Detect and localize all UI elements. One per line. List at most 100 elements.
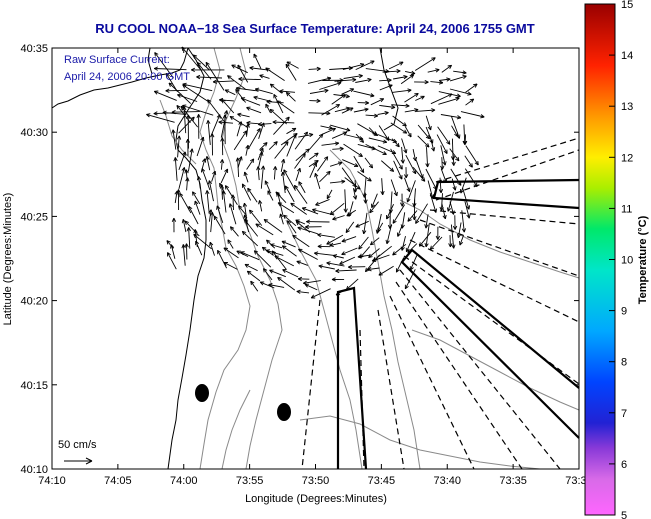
current-vector [297,227,318,235]
current-vector [213,80,234,83]
current-vector-head [246,107,250,111]
current-vector-head [326,112,331,116]
current-vector-head [385,138,390,141]
current-vector [290,202,307,215]
current-vector-head [433,186,437,190]
current-vector-head [456,117,461,120]
current-vector-head [299,168,302,173]
current-vector [178,116,195,134]
current-vector-head [212,81,217,84]
current-vector-head [294,184,299,188]
current-vector [332,215,345,220]
current-vector-head [292,234,297,237]
current-vector-head [286,220,289,225]
current-vector-head [204,158,207,163]
current-vector-head [431,108,436,111]
current-vector-head [265,67,269,72]
current-vector-head [179,192,184,196]
current-vector [182,83,213,92]
current-vector-head [405,286,409,290]
current-vector-head [326,196,331,200]
current-vector-head [457,156,460,161]
current-vector-head [468,214,471,219]
current-vector-head [256,128,261,132]
surface-current-vectors [146,46,485,299]
current-vector-head [253,96,258,100]
current-vector-head [391,107,396,110]
current-vector-head [433,147,436,152]
current-vector [265,103,271,114]
current-vector [272,121,295,124]
current-vector [177,135,180,158]
current-vector [326,262,345,267]
current-vector [425,168,437,190]
current-vector [298,248,318,260]
current-vector-head [383,151,387,155]
current-vector-head [453,244,456,249]
current-vector-head [389,84,393,89]
current-vector-head [187,177,190,182]
current-vector-head [343,208,347,213]
current-vector [247,128,261,150]
current-vector-head [192,54,196,59]
current-vector-head [238,76,243,80]
current-vector [236,121,242,137]
current-vector [265,249,284,256]
current-vector [357,254,370,258]
current-vector-head [386,216,390,220]
current-vector-head [243,219,246,224]
current-vector-head [316,66,321,70]
current-vector [170,244,176,259]
current-vector-head [425,145,430,148]
current-vector [355,133,364,143]
current-vector [392,115,407,127]
current-vector-head [432,209,437,213]
x-tick-label: 74:05 [104,475,132,487]
current-vector-head [352,77,357,81]
current-vector-head [387,79,392,83]
current-vector [238,205,247,216]
current-vector [331,94,346,105]
current-vector-head [218,121,223,125]
current-vector-head [235,88,240,92]
current-vector-head [341,94,346,96]
current-vector-head [365,269,370,273]
current-vector-head [314,172,319,177]
current-vector-head [249,65,254,69]
shipping-lanes-solid [336,178,580,470]
current-vector [207,120,211,145]
current-vector-head [448,140,451,145]
current-vector [246,107,262,114]
current-vector-head [403,174,407,179]
current-vector-head [332,218,337,221]
current-vector-head [358,155,363,157]
current-vector [450,168,462,186]
current-vector-head [371,164,374,169]
current-vector-head [449,93,453,98]
current-vector-head [176,135,180,140]
current-vector-head [335,270,340,274]
current-vector [415,109,436,112]
current-vector [250,280,259,292]
current-vector-head [174,190,178,195]
current-vector-head [427,126,432,131]
current-vector-head [373,115,379,118]
current-vector [309,162,317,178]
current-vector-head [205,62,208,67]
current-vector-head [260,165,264,170]
current-vector-head [170,244,175,248]
current-vector [238,78,261,81]
current-vector [391,104,410,107]
current-vector-head [362,193,365,198]
current-vector [279,213,284,225]
current-vector-head [396,68,401,72]
current-vector [427,180,434,199]
current-vector [295,168,301,182]
current-vector-head [324,89,329,93]
current-vector [154,90,177,101]
current-vector [206,156,211,171]
current-vector [379,104,396,108]
current-vector [319,170,331,183]
current-vector-head [221,99,224,104]
current-vector-head [328,171,331,176]
